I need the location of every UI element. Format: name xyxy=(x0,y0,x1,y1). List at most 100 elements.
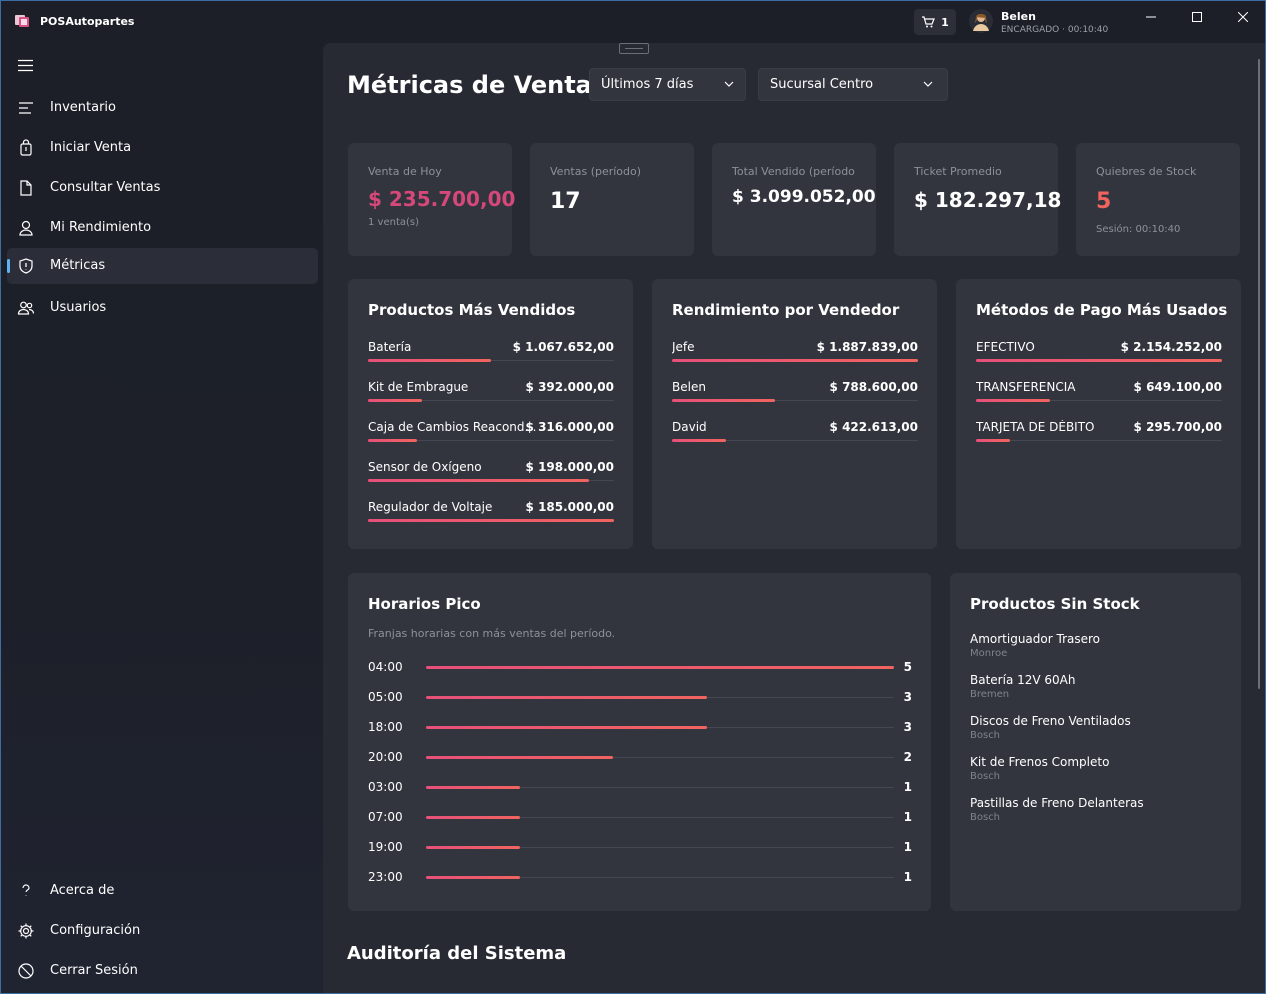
peak-hour-row: 20:00 2 xyxy=(368,750,912,766)
user-role-session: ENCARGADO · 00:10:40 xyxy=(1001,25,1109,35)
close-button[interactable] xyxy=(1223,7,1263,27)
sidebar-item-label: Cerrar Sesión xyxy=(50,963,138,978)
ranking-name: TRANSFERENCIA xyxy=(976,380,1076,394)
peak-hour-bar xyxy=(426,696,707,699)
peak-hour-count: 3 xyxy=(903,690,912,704)
title-bar: POSAutopartes 1 Belen ENCARGADO · 00:10:… xyxy=(1,1,1265,43)
progress-fill xyxy=(368,359,491,362)
kpi-sub: 1 venta(s) xyxy=(368,217,420,228)
peak-hour-time: 19:00 xyxy=(368,840,403,854)
kpi-value: $ 235.700,00 xyxy=(368,187,516,211)
sidebar-item-metricas[interactable]: Métricas xyxy=(7,248,318,284)
logout-icon xyxy=(18,963,34,979)
peak-hour-count: 1 xyxy=(903,840,912,854)
shopping-bag-icon xyxy=(20,139,32,156)
cart-count: 1 xyxy=(941,15,949,29)
sidebar-item-mi-rendimiento[interactable]: Mi Rendimiento xyxy=(7,210,318,246)
sidebar: Inventario Iniciar Venta Consultar Venta… xyxy=(1,43,323,993)
kpi-value: $ 3.099.052,00 xyxy=(732,187,876,207)
ranking-row: Kit de Embrague $ 392.000,00 xyxy=(368,380,614,410)
ranking-value: $ 1.067.652,00 xyxy=(512,340,614,354)
peak-hour-track xyxy=(426,817,894,818)
payments-card: Métodos de Pago Más Usados EFECTIVO $ 2.1… xyxy=(956,279,1241,549)
ranking-name: EFECTIVO xyxy=(976,340,1035,354)
vertical-scrollbar[interactable] xyxy=(1258,59,1260,689)
close-icon xyxy=(1238,12,1248,22)
sidebar-item-iniciar-venta[interactable]: Iniciar Venta xyxy=(7,130,318,166)
peak-hour-time: 18:00 xyxy=(368,720,403,734)
ranking-row: Jefe $ 1.887.839,00 xyxy=(672,340,918,370)
ranking-value: $ 198.000,00 xyxy=(525,460,614,474)
card-subtitle: Franjas horarias con más ventas del perí… xyxy=(368,627,616,640)
ranking-value: $ 185.000,00 xyxy=(525,500,614,514)
peak-hour-bar xyxy=(426,786,520,789)
chevron-down-icon xyxy=(923,81,933,87)
sidebar-item-inventario[interactable]: Inventario xyxy=(7,90,318,126)
ranking-row: TRANSFERENCIA $ 649.100,00 xyxy=(976,380,1222,410)
sidebar-item-acerca-de[interactable]: Acerca de xyxy=(7,873,318,909)
peak-hour-bar xyxy=(426,726,707,729)
top-products-card: Productos Más Vendidos Batería $ 1.067.65… xyxy=(348,279,633,549)
branch-dropdown[interactable]: Sucursal Centro xyxy=(758,68,948,101)
ranking-value: $ 422.613,00 xyxy=(829,420,918,434)
progress-fill xyxy=(672,439,727,442)
peak-hour-count: 1 xyxy=(903,870,912,884)
kpi-label: Venta de Hoy xyxy=(368,165,442,178)
document-icon xyxy=(20,180,32,196)
ranking-name: Regulador de Voltaje xyxy=(368,500,493,514)
progress-track xyxy=(976,440,1222,441)
out-of-stock-brand: Bremen xyxy=(970,689,1010,700)
kpi-label: Quiebres de Stock xyxy=(1096,165,1197,178)
maximize-button[interactable] xyxy=(1177,7,1217,27)
out-of-stock-item: Amortiguador Trasero Monroe xyxy=(970,632,1100,659)
minimize-button[interactable] xyxy=(1131,7,1171,27)
peak-hour-time: 07:00 xyxy=(368,810,403,824)
peak-hour-bar xyxy=(426,876,520,879)
cart-button[interactable]: 1 xyxy=(914,9,956,35)
sidebar-item-consultar-ventas[interactable]: Consultar Ventas xyxy=(7,170,318,206)
progress-fill xyxy=(976,439,1011,442)
peak-hour-row: 03:00 1 xyxy=(368,780,912,796)
ranking-name: David xyxy=(672,420,707,434)
ranking-row: Sensor de Oxígeno $ 198.000,00 xyxy=(368,460,614,490)
peak-hour-bar xyxy=(426,816,520,819)
peak-hour-bar xyxy=(426,846,520,849)
kpi-label: Ventas (período) xyxy=(550,165,642,178)
sidebar-item-configuracion[interactable]: Configuración xyxy=(7,913,318,949)
period-dropdown[interactable]: Últimos 7 días xyxy=(589,68,746,101)
drag-handle[interactable] xyxy=(619,43,649,54)
out-of-stock-brand: Bosch xyxy=(970,730,1001,741)
ranking-row: EFECTIVO $ 2.154.252,00 xyxy=(976,340,1222,370)
peak-hour-count: 3 xyxy=(903,720,912,734)
kpi-value: $ 182.297,18 xyxy=(914,188,1062,212)
peak-hour-row: 04:00 5 xyxy=(368,660,912,676)
minimize-icon xyxy=(1146,16,1156,18)
hamburger-menu-icon[interactable] xyxy=(17,59,34,72)
out-of-stock-item: Discos de Freno Ventilados Bosch xyxy=(970,714,1131,741)
kpi-label: Total Vendido (período xyxy=(732,165,855,178)
user-avatar-icon[interactable] xyxy=(969,9,993,33)
kpi-card-stock-breaks: Quiebres de Stock 5 Sesión: 00:10:40 xyxy=(1076,143,1240,256)
peak-hour-count: 2 xyxy=(903,750,912,764)
card-title: Horarios Pico xyxy=(368,595,481,613)
peak-hour-row: 05:00 3 xyxy=(368,690,912,706)
user-name: Belen xyxy=(1001,10,1036,23)
peak-hour-time: 03:00 xyxy=(368,780,403,794)
progress-fill xyxy=(976,359,1222,362)
ranking-row: David $ 422.613,00 xyxy=(672,420,918,450)
kpi-value: 17 xyxy=(550,189,581,214)
sidebar-item-usuarios[interactable]: Usuarios xyxy=(7,290,318,326)
app-logo-icon xyxy=(15,15,29,27)
cart-icon xyxy=(922,16,936,28)
ranking-value: $ 316.000,00 xyxy=(525,420,614,434)
sidebar-item-cerrar-sesion[interactable]: Cerrar Sesión xyxy=(7,953,318,989)
ranking-value: $ 788.600,00 xyxy=(829,380,918,394)
ranking-name: Batería xyxy=(368,340,412,354)
sidebar-item-label: Iniciar Venta xyxy=(50,140,132,155)
out-of-stock-name: Discos de Freno Ventilados xyxy=(970,714,1131,728)
progress-fill xyxy=(368,399,423,402)
kpi-card-avg-ticket: Ticket Promedio $ 182.297,18 xyxy=(894,143,1062,256)
main-content: Métricas de Ventas Últimos 7 días Sucurs… xyxy=(323,43,1265,993)
ranking-row: Belen $ 788.600,00 xyxy=(672,380,918,410)
ranking-row: Batería $ 1.067.652,00 xyxy=(368,340,614,370)
